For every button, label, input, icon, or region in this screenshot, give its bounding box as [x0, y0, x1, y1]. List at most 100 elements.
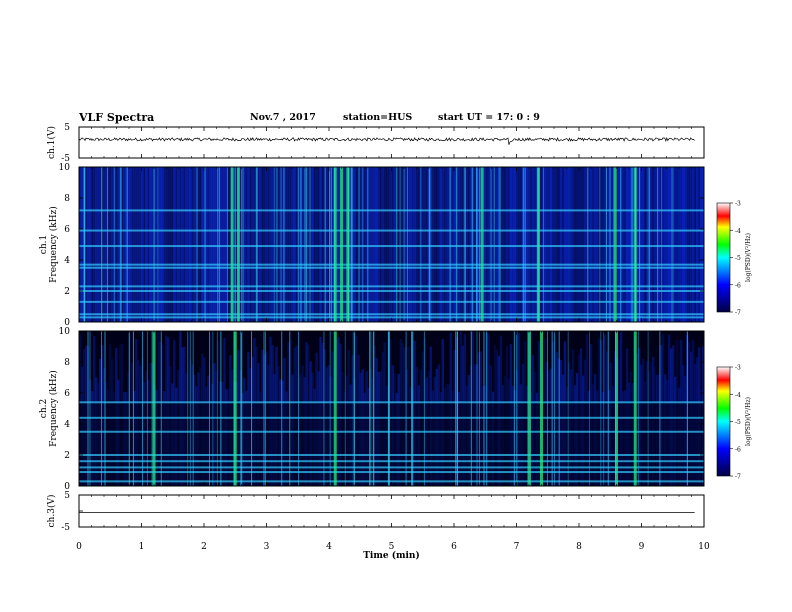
- ch1-spec-sferic: [309, 167, 311, 322]
- ch1-spec-noise-column: [313, 167, 316, 322]
- ch2-spec-sferic: [373, 331, 375, 486]
- ch1-spec-noise-column: [175, 167, 178, 322]
- ch1-spec-noise-column: [411, 167, 414, 322]
- ch1-spec-noise-column: [245, 167, 248, 322]
- ch1-spec-sferic: [329, 167, 331, 322]
- ch1-spec-noise-column: [523, 167, 527, 322]
- ch1-spec-emission-line: [79, 263, 704, 266]
- ch1-spec-burst: [333, 167, 337, 322]
- ch1-spec-sferic: [403, 167, 405, 322]
- ch1-spec-sferic: [471, 167, 473, 322]
- ch1-spec-noise-column: [211, 167, 214, 322]
- ch1-spec-noise-column: [689, 167, 693, 322]
- x-tick-label: 1: [139, 542, 145, 552]
- ch1-spec-noise-column: [649, 167, 653, 322]
- ch1-spec-noise-column: [89, 167, 92, 322]
- ch2-spec-ytick-label: 4: [64, 420, 70, 430]
- ch1-spec-noise-column: [477, 167, 481, 322]
- ch1-spec-noise-column: [351, 167, 354, 322]
- ch1-spec-sferic: [476, 167, 478, 322]
- ch2-spec-sferic: [101, 331, 103, 486]
- ch1-spec-burst: [236, 167, 240, 322]
- ch1-spec-noise-column: [259, 167, 262, 322]
- ch1-waveform-frame: [78, 126, 705, 159]
- ch1-spec-emission-line: [79, 245, 704, 248]
- ch1-spec-noise-column: [287, 167, 290, 322]
- ch1-spec-sferic: [234, 167, 236, 322]
- ch2-spec-sferic: [647, 331, 649, 486]
- ch1-spec-sferic: [324, 167, 326, 322]
- ch2-spec-sferic: [353, 331, 355, 486]
- ch1-spec-emission-line: [79, 229, 704, 232]
- ch1-spec-sferic: [83, 167, 85, 322]
- ch1-spec-noise-column: [629, 167, 633, 322]
- ch1-spec-noise-column: [671, 167, 675, 322]
- ch1-spec-noise-column: [621, 167, 625, 322]
- ch1-spec-noise-column: [439, 167, 442, 322]
- ch3-waveform-ylabel: ch.3(V): [46, 495, 57, 528]
- ch1-ytick-label: 5: [64, 123, 70, 133]
- ch2-spec-sferic: [87, 331, 89, 486]
- ch1-spec-noise-column: [435, 167, 438, 322]
- ch1-spec-sferic: [204, 167, 206, 322]
- x-tick-label: 4: [326, 542, 332, 552]
- ch1-spec-noise-column: [139, 167, 142, 322]
- ch2-spec-sferic: [216, 331, 218, 486]
- ch2-spec-heatmap: [79, 331, 705, 486]
- ch1-spec-noise-column: [121, 167, 124, 322]
- ch1-spec-noise-column: [179, 167, 182, 322]
- ch1-spec-colorbar-label: log(PSD)(V²/Hz): [745, 233, 752, 282]
- ch2-spec-sferic: [151, 331, 153, 486]
- ch1-spec-noise-column: [421, 167, 424, 322]
- ch1-spec-channel-label: ch.1: [39, 235, 49, 254]
- ch1-spec-noise-column: [573, 167, 577, 322]
- ch1-spec-noise-column: [653, 167, 657, 322]
- ch1-spec-noise-column: [393, 167, 396, 322]
- ch1-spec-sferic: [304, 167, 306, 322]
- ch1-spec-noise-column: [377, 167, 380, 322]
- ch1-spec-colorbar-tick-label: -6: [735, 282, 741, 289]
- ch1-spec-noise-column: [503, 167, 507, 322]
- ch1-spec-noise-column: [225, 167, 228, 322]
- ch1-spec-sferic: [599, 167, 601, 322]
- ch1-spec-noise-column: [123, 167, 126, 322]
- ch1-spec-noise-column: [445, 167, 448, 322]
- figure-title: VLF Spectra: [79, 111, 155, 124]
- ch1-spec-noise-column: [107, 167, 110, 322]
- ch3-waveform-frame: [78, 494, 705, 528]
- ch1-spec-noise-column: [623, 167, 627, 322]
- ch2-spec-burst: [540, 331, 543, 486]
- ch1-spec-noise-column: [217, 167, 220, 322]
- ch1-spec-noise-column: [545, 167, 549, 322]
- ch1-spec-sferic: [647, 167, 649, 322]
- ch1-spec-noise-column: [499, 167, 503, 322]
- ch1-spec-sferic: [305, 167, 307, 322]
- ch2-spec-sferic: [387, 331, 389, 486]
- ch1-spec-noise-column: [95, 167, 98, 322]
- ch1-spec-noise-column: [355, 167, 358, 322]
- ch2-spec-emission-line: [79, 454, 704, 456]
- ch1-spec-noise-column: [221, 167, 224, 322]
- ch1-spec-noise-column: [419, 167, 422, 322]
- ch1-spec-noise-column: [327, 167, 330, 322]
- ch1-spec-noise-column: [209, 167, 212, 322]
- ch1-spec-noise-column: [81, 167, 84, 322]
- ch1-spec-noise-column: [151, 167, 154, 322]
- ch1-spec-sferic: [306, 167, 308, 322]
- ch1-spec-noise-column: [543, 167, 547, 322]
- ch1-spec-noise-column: [169, 167, 172, 322]
- ch1-spec-noise-column: [343, 167, 346, 322]
- ch1-spec-noise-column: [677, 167, 681, 322]
- ch1-spec-noise-column: [103, 167, 106, 322]
- ch1-spec-noise-column: [155, 167, 158, 322]
- ch1-spec-burst: [230, 167, 234, 322]
- station-label: station=HUS: [343, 112, 413, 123]
- ch2-spec-sferic: [405, 331, 407, 486]
- ch1-spec-noise-column: [657, 167, 661, 322]
- ch1-spec-noise-column: [173, 167, 176, 322]
- ch1-spec-sferic: [255, 167, 257, 322]
- ch1-spec-noise-column: [515, 167, 519, 322]
- ch1-spec-noise-column: [239, 167, 242, 322]
- ch1-spec-sferic: [493, 167, 495, 322]
- ch2-spec-sferic: [456, 331, 458, 486]
